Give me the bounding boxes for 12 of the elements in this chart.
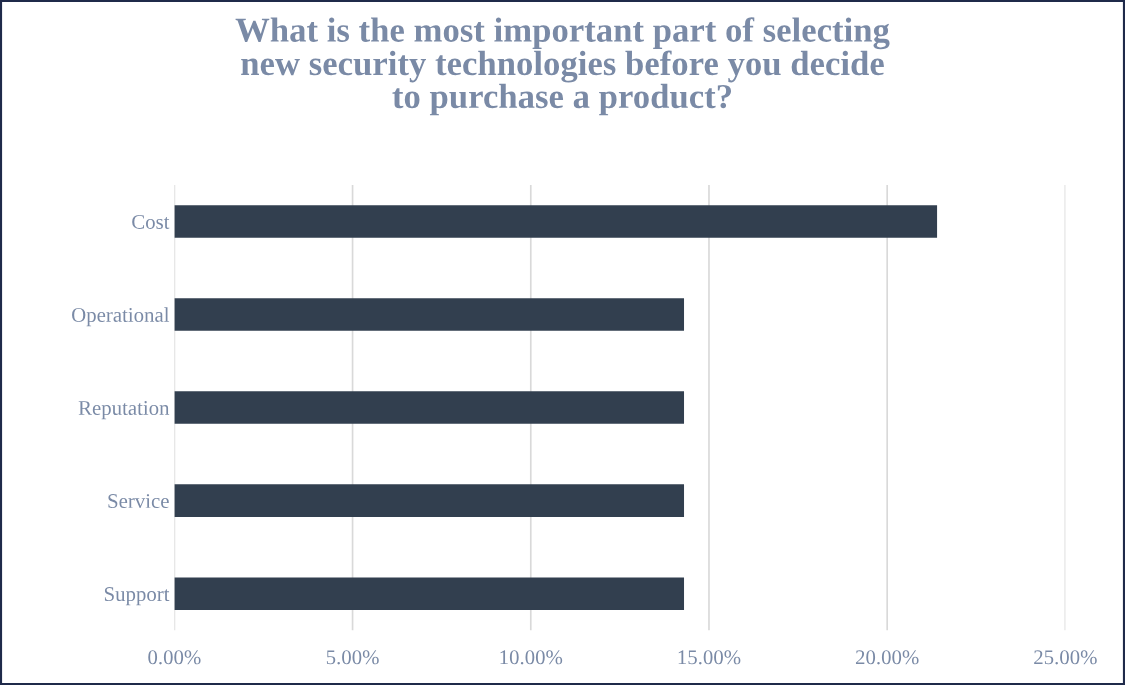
x-tick-label: 10.00% [500,650,563,665]
y-tick-label: Operational [72,307,170,327]
x-tick-label: 0.00% [148,650,201,665]
x-tick-label: 5.00% [326,650,379,665]
x-tick-label: 20.00% [855,650,919,665]
chart-title: What is the most important part of selecting new security technologies before you decide to purchase a product? [235,17,890,116]
y-tick-label: Reputation [78,401,170,420]
x-tick-label: 15.00% [678,650,741,665]
x-tick-label: 25.00% [1034,650,1097,665]
y-tick-label: Cost [132,214,170,229]
y-tick-label: Service [108,494,169,509]
y-tick-label: Support [104,587,170,606]
